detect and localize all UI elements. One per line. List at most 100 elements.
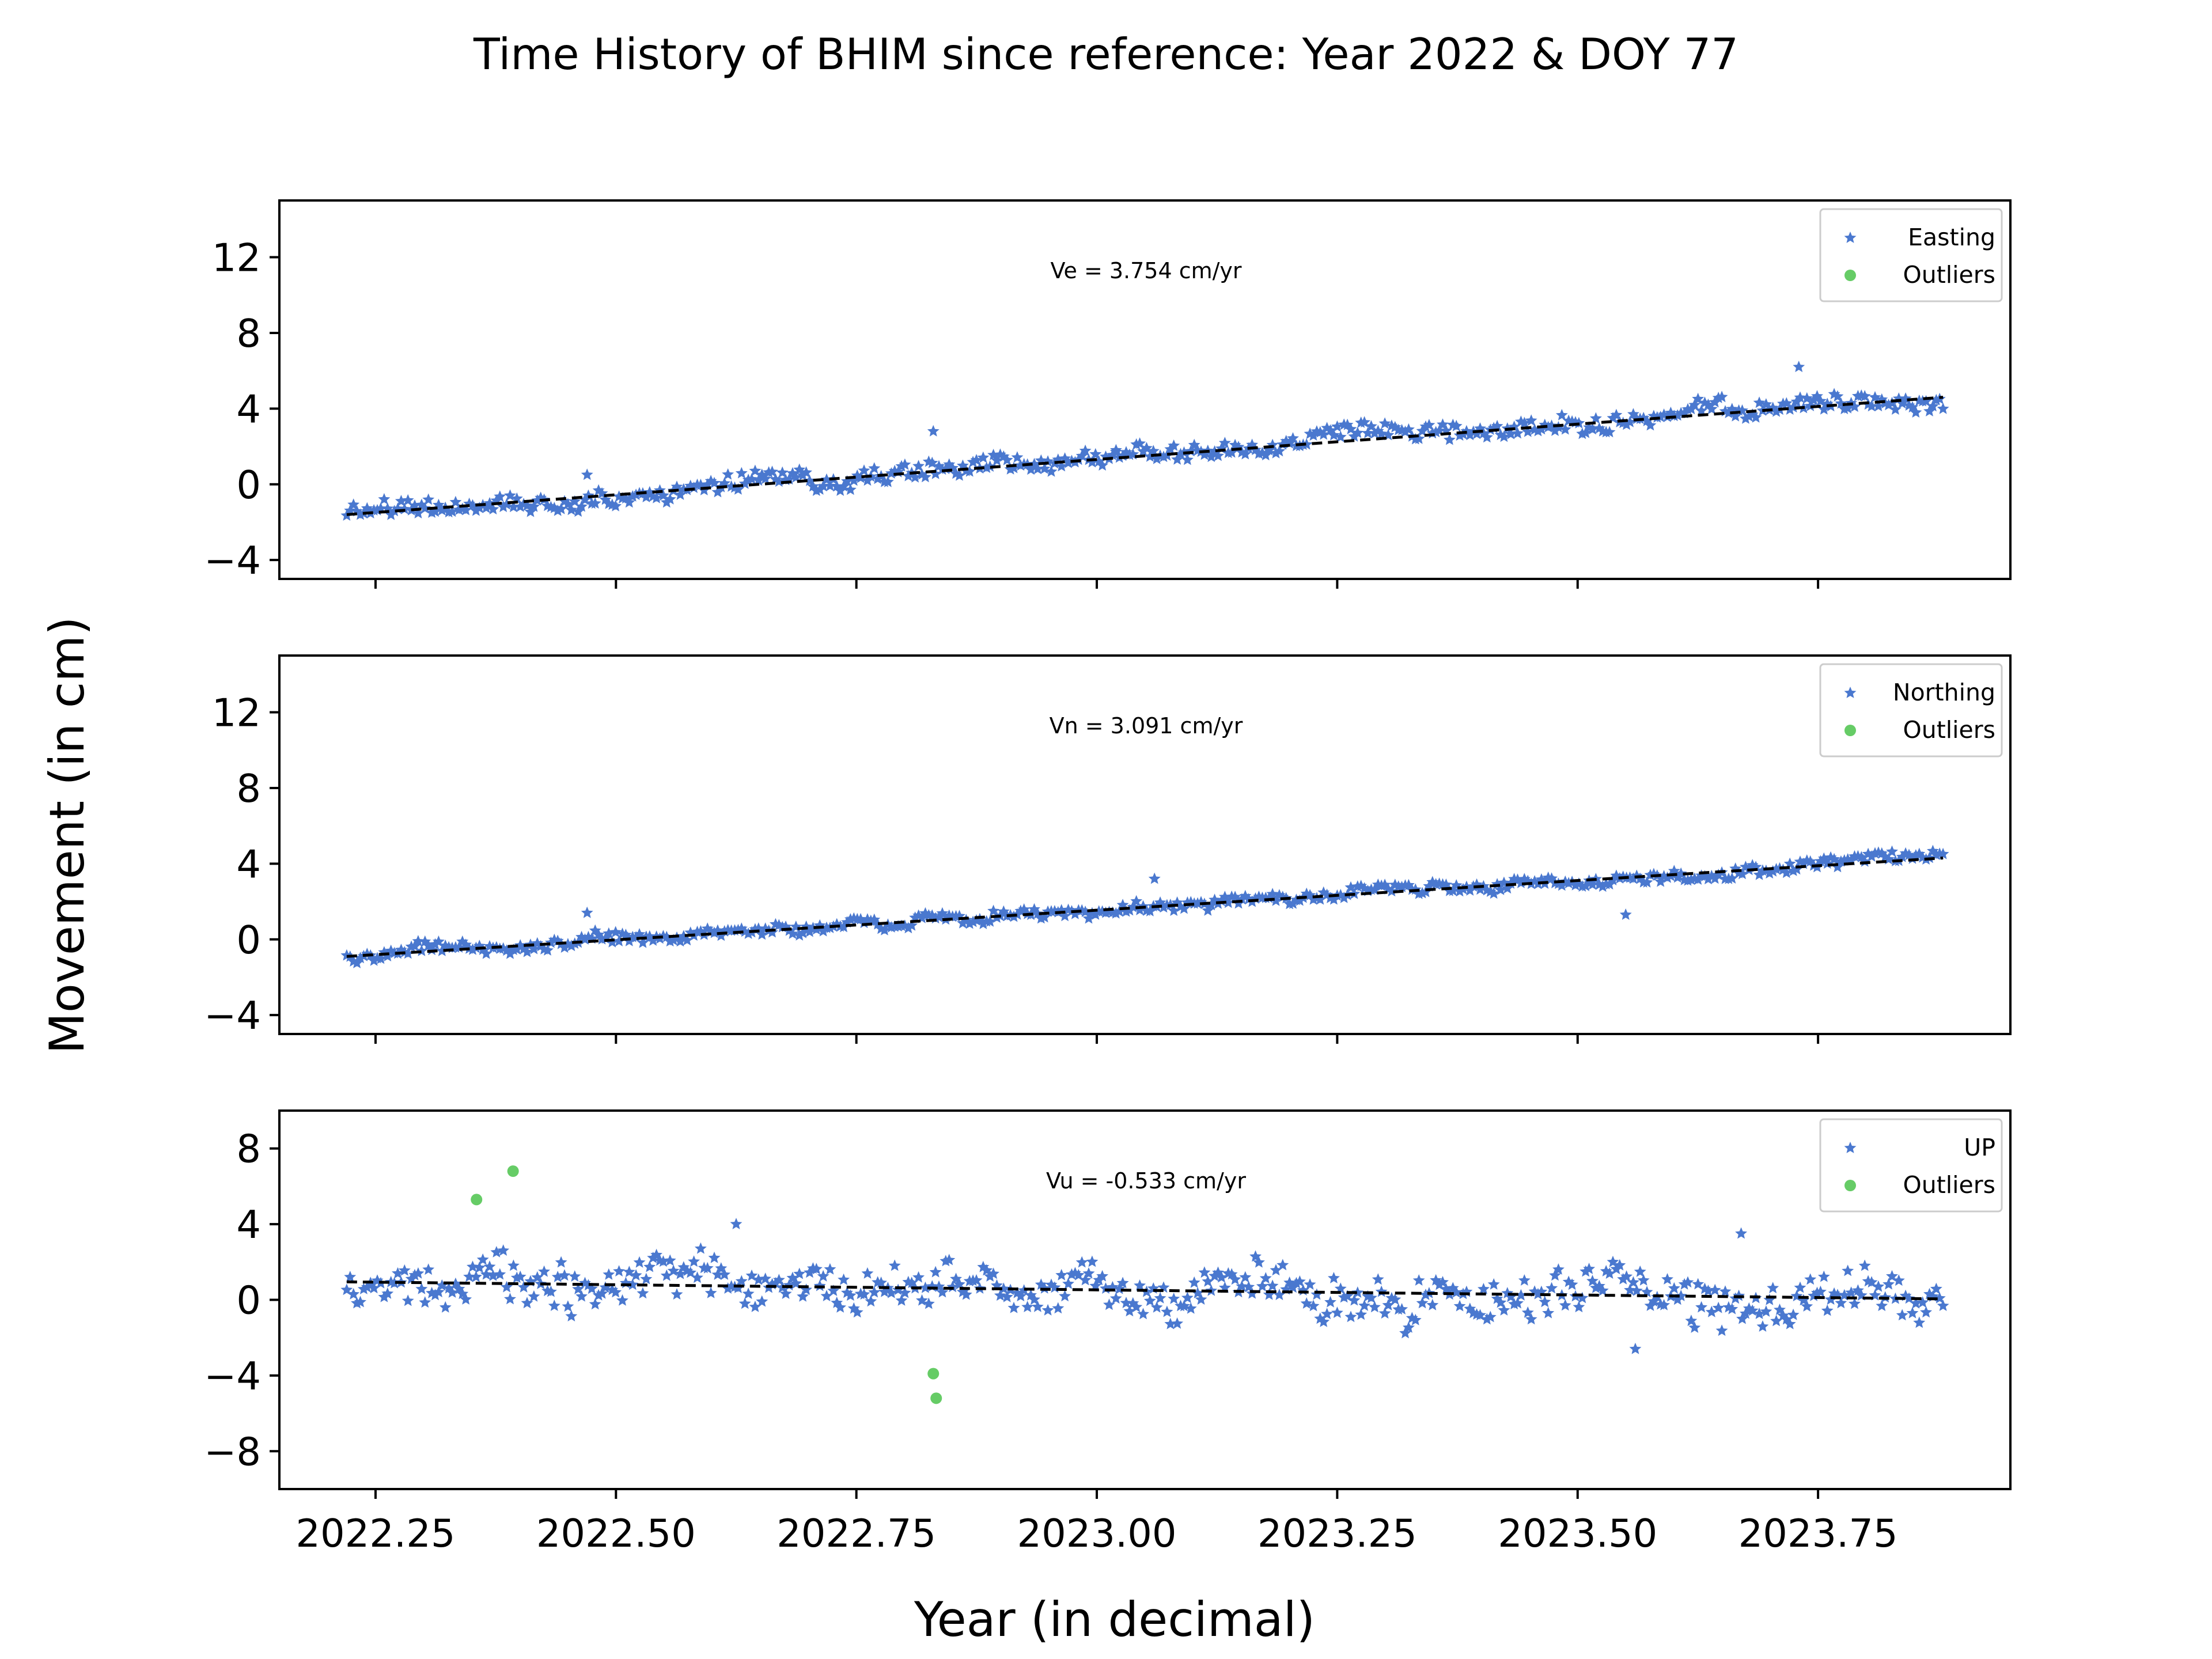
y-tick-label: −8 <box>204 1429 261 1474</box>
data-point <box>1760 1305 1772 1317</box>
data-point <box>810 1263 823 1275</box>
data-point <box>1763 867 1776 879</box>
data-point <box>1831 861 1844 873</box>
data-point <box>756 928 768 940</box>
data-point <box>1883 1278 1895 1290</box>
plot-frame <box>278 654 2012 1035</box>
data-point <box>637 1287 649 1299</box>
data-point <box>514 500 527 512</box>
data-point <box>1913 1316 1926 1328</box>
data-point <box>1270 894 1282 906</box>
data-point <box>1487 1278 1500 1290</box>
data-point <box>1494 1296 1507 1308</box>
data-point <box>1920 1306 1933 1318</box>
trend-line <box>346 396 1944 516</box>
data-point <box>1059 910 1071 922</box>
data-point <box>1062 456 1074 468</box>
data-point <box>1603 878 1616 890</box>
legend-box <box>1819 663 2003 757</box>
data-point <box>759 1272 772 1284</box>
data-point <box>494 1268 506 1280</box>
data-point <box>1815 395 1827 407</box>
data-point <box>429 1289 441 1301</box>
data-point <box>1321 1308 1334 1320</box>
data-point <box>1518 1274 1531 1286</box>
data-point <box>1780 866 1793 878</box>
data-point <box>1079 1274 1092 1286</box>
data-point <box>402 947 414 959</box>
data-point <box>1637 1274 1650 1286</box>
data-point <box>963 465 976 477</box>
data-point <box>956 916 969 929</box>
data-point <box>507 501 520 513</box>
data-point <box>1811 1286 1823 1298</box>
data-point <box>1562 877 1575 889</box>
data-point <box>422 1263 435 1275</box>
data-point <box>1453 429 1466 441</box>
data-point <box>1416 1297 1429 1309</box>
data-point <box>1409 1313 1422 1325</box>
data-point <box>1783 1317 1796 1330</box>
data-point <box>412 507 425 518</box>
data-point <box>817 925 830 937</box>
y-tick-label: 4 <box>236 1202 261 1247</box>
data-point <box>779 1287 792 1299</box>
data-point <box>657 1255 669 1267</box>
data-point <box>800 1283 812 1295</box>
data-point <box>1889 403 1902 415</box>
data-point <box>1396 1303 1408 1315</box>
data-point <box>1137 1308 1149 1320</box>
data-point <box>691 1271 703 1283</box>
data-point <box>630 488 642 500</box>
data-point <box>1150 1301 1163 1313</box>
data-point <box>1555 879 1568 891</box>
data-point <box>977 451 990 463</box>
data-point <box>1494 884 1507 895</box>
data-point <box>606 935 619 948</box>
data-point <box>1045 465 1058 477</box>
data-point <box>446 505 459 517</box>
data-point <box>1658 1298 1671 1310</box>
data-point <box>1148 872 1161 884</box>
data-point <box>1236 1280 1248 1292</box>
data-point <box>1089 908 1102 920</box>
data-point <box>1331 1306 1343 1318</box>
y-tick-label: 0 <box>236 463 261 507</box>
data-point <box>861 474 874 486</box>
data-point <box>1569 878 1582 891</box>
data-point <box>1277 1259 1289 1271</box>
data-point <box>1505 427 1517 440</box>
data-point <box>609 1286 622 1298</box>
data-point <box>1382 1298 1395 1310</box>
data-point <box>1123 1305 1136 1317</box>
legend-marker-outliers <box>1844 725 1856 736</box>
data-point <box>510 943 523 955</box>
data-point <box>1378 1307 1391 1319</box>
data-point <box>463 1270 475 1282</box>
data-point <box>626 490 639 502</box>
data-point <box>517 1281 530 1293</box>
data-point <box>609 499 622 512</box>
data-point <box>1154 1291 1166 1304</box>
data-point <box>1437 418 1449 430</box>
data-point <box>895 460 908 472</box>
data-point <box>490 1246 503 1257</box>
data-point <box>368 1282 380 1294</box>
data-point <box>1920 395 1933 407</box>
data-point <box>1790 863 1803 875</box>
data-point <box>967 915 979 927</box>
data-point <box>1512 1297 1524 1309</box>
data-point <box>1763 1293 1776 1305</box>
data-point <box>1134 437 1146 449</box>
data-point <box>660 1269 673 1281</box>
data-point <box>643 1260 656 1272</box>
data-point <box>674 1267 687 1279</box>
data-point <box>1675 1290 1687 1301</box>
data-point <box>1705 403 1718 415</box>
data-point <box>730 1218 743 1229</box>
data-point <box>378 493 391 505</box>
data-point <box>1440 878 1452 890</box>
data-point <box>1147 445 1160 457</box>
data-point <box>1086 1255 1099 1267</box>
data-point <box>943 458 956 470</box>
